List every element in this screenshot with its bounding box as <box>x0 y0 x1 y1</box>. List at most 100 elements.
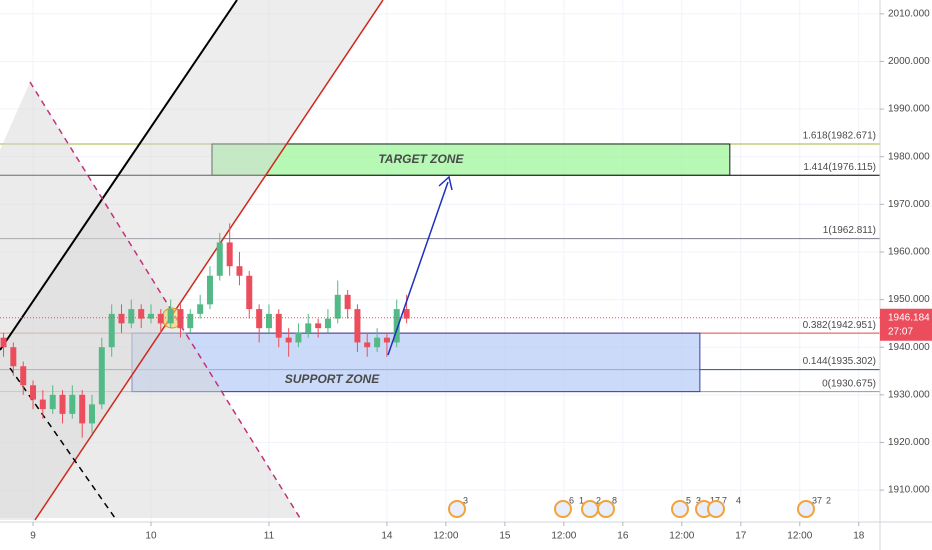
last-price-tag <box>880 308 932 341</box>
candle-body <box>187 313 194 329</box>
zone <box>211 143 731 176</box>
event-icon[interactable] <box>797 500 815 518</box>
x-tick-label: 12:00 <box>433 531 458 542</box>
zones: TARGET ZONE SUPPORT ZONE <box>131 143 731 393</box>
candle-body <box>177 309 184 329</box>
candle-body <box>39 399 46 410</box>
candle-body <box>236 266 243 276</box>
trend-line <box>34 0 384 521</box>
event-icon[interactable] <box>448 500 466 518</box>
candle-body <box>108 313 115 348</box>
event-count: 8 <box>612 495 617 505</box>
candle-body <box>98 347 105 405</box>
level-label: 0.382(1942.951) <box>803 320 876 331</box>
y-tick-label: 1970.000 <box>888 199 930 210</box>
candle-body <box>275 313 282 338</box>
axes: 1910.000 1920.000 1930.000 1940.000 1950.000… <box>30 8 930 541</box>
y-tick-label: 1910.000 <box>888 485 930 496</box>
candle-body <box>30 385 37 400</box>
arrow-head <box>438 175 453 191</box>
x-tick-label: 10 <box>145 531 157 542</box>
event-count: 2 <box>596 495 601 505</box>
candle-body <box>295 332 302 343</box>
level-label: 0.144(1935.302) <box>803 356 876 367</box>
event-count: 5 <box>686 495 691 505</box>
x-tick-label: 15 <box>499 531 511 542</box>
level-label: 0(1930.675) <box>822 378 876 389</box>
zone-label: SUPPORT ZONE <box>285 372 380 386</box>
y-tick-label: 1980.000 <box>888 151 930 162</box>
candles <box>0 223 410 438</box>
candle-body <box>216 242 223 276</box>
event-icon[interactable] <box>597 500 615 518</box>
x-tick-label: 17 <box>735 531 747 542</box>
candle-body <box>206 275 213 305</box>
event-count: 3 <box>463 495 468 505</box>
y-tick-label: 1920.000 <box>888 437 930 448</box>
candle-body <box>285 337 292 343</box>
event-count: 6 <box>569 495 574 505</box>
candle-body <box>49 394 56 410</box>
candle-body <box>324 318 331 329</box>
candle-body <box>364 342 371 348</box>
dashed-line <box>29 81 301 519</box>
x-tick-label: 11 <box>264 531 275 542</box>
candle-body <box>59 394 66 414</box>
candle-body <box>226 242 233 267</box>
candle-body <box>393 309 400 343</box>
candle-body <box>138 309 145 319</box>
level-label: 1.618(1982.671) <box>803 131 876 142</box>
event-count: 37 <box>812 495 822 505</box>
candle-body <box>147 313 154 319</box>
candle-body <box>334 294 341 319</box>
x-tick-label: 12:00 <box>669 531 694 542</box>
candle-body <box>246 275 253 310</box>
arrow-line <box>387 181 449 356</box>
x-tick-label: 12:00 <box>787 531 812 542</box>
zone <box>131 332 701 393</box>
candle-body <box>344 294 351 310</box>
candle-body <box>10 347 17 367</box>
events: 36128531774372 <box>448 495 831 518</box>
candle-body <box>69 394 76 414</box>
y-tick-label: 2010.000 <box>888 8 930 19</box>
event-icon[interactable] <box>707 500 725 518</box>
event-count: 1 <box>579 495 584 505</box>
y-tick-label: 1940.000 <box>888 342 930 353</box>
candle-body <box>305 323 312 333</box>
event-count: 2 <box>826 495 831 505</box>
x-tick-label: 12:00 <box>551 531 576 542</box>
candle-body <box>167 309 174 324</box>
event-count: 4 <box>736 495 741 505</box>
candle-body <box>197 304 204 314</box>
channel <box>0 0 383 520</box>
candle-body <box>118 313 125 324</box>
x-tick-label: 18 <box>853 531 865 542</box>
candle-body <box>383 337 390 343</box>
candle-body <box>0 337 7 348</box>
last-price-label: 1946.184 <box>888 312 930 323</box>
event-icon[interactable] <box>554 500 572 518</box>
candle-body <box>354 309 361 343</box>
candle-body <box>20 366 27 386</box>
trend-line <box>0 0 238 351</box>
y-tick-label: 1930.000 <box>888 389 930 400</box>
y-tick-label: 1950.000 <box>888 294 930 305</box>
x-tick-label: 9 <box>30 531 36 542</box>
y-tick-label: 2000.000 <box>888 56 930 67</box>
candle-body <box>256 309 263 329</box>
candle-body <box>374 337 381 348</box>
event-count: 3 <box>696 495 701 505</box>
level-label: 1(1962.811) <box>823 225 876 236</box>
level-label: 1.414(1976.115) <box>803 162 876 173</box>
candle-body <box>265 313 272 329</box>
x-tick-label: 16 <box>617 531 629 542</box>
x-tick-label: 14 <box>381 531 393 542</box>
candle-body <box>128 309 135 324</box>
zone-label: TARGET ZONE <box>378 152 464 166</box>
candle-body <box>403 309 410 319</box>
y-tick-label: 1960.000 <box>888 247 930 258</box>
event-icon[interactable] <box>671 500 689 518</box>
event-count: 7 <box>722 495 727 505</box>
